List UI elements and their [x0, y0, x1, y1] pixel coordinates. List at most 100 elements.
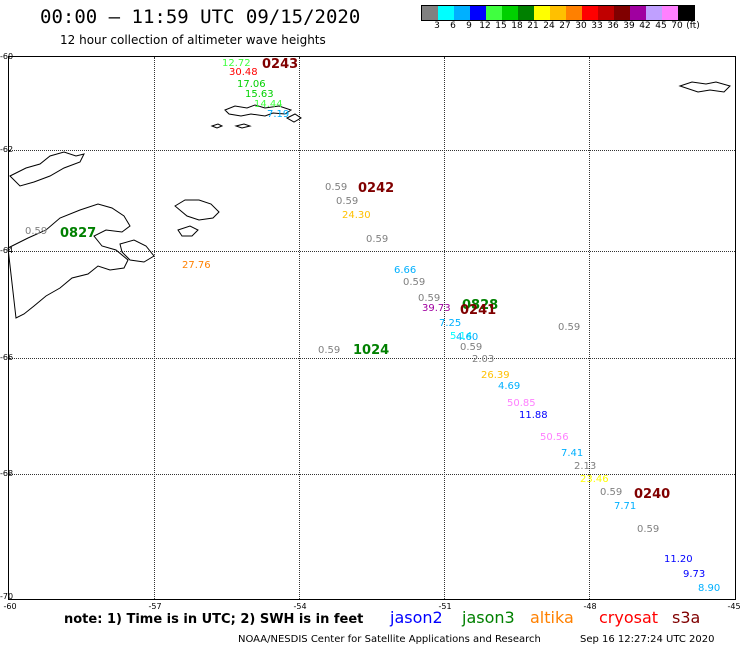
lat-label: -68: [0, 469, 14, 478]
colorbar-tick: 6: [450, 21, 456, 31]
colorbar-swatch: [630, 6, 646, 20]
gridline-lat-64: [9, 251, 735, 252]
colorbar-swatch: [470, 6, 486, 20]
pass-label: 0827: [60, 226, 97, 241]
colorbar-tick: 21: [527, 21, 539, 31]
south-shetland-islands: [210, 104, 302, 129]
wave-height-label: 0.59: [336, 196, 359, 207]
wave-height-label: 30.48: [229, 67, 258, 78]
colorbar-swatch: [582, 6, 598, 20]
wave-height-label: 2.13: [574, 461, 597, 472]
lat-label: -66: [0, 353, 14, 362]
elephant-island: [678, 81, 731, 93]
lon-label: -48: [583, 602, 597, 611]
credit-text: NOAA/NESDIS Center for Satellite Applica…: [238, 634, 541, 645]
pass-label: 0828: [462, 298, 499, 313]
wave-height-label: 0.59: [25, 226, 48, 237]
lon-label: -45: [727, 602, 740, 611]
wave-height-label: 8.90: [698, 583, 721, 594]
legend-entry-s3a: s3a: [672, 608, 701, 627]
colorbar-swatch: [486, 6, 502, 20]
wave-height-label: 0.59: [558, 322, 581, 333]
map-subtitle: 12 hour collection of altimeter wave hei…: [60, 33, 326, 47]
colorbar-tick: 12: [479, 21, 491, 31]
wave-height-label: 39.73: [422, 303, 451, 314]
gridline-lon-51: [444, 57, 445, 599]
peninsula-north: [9, 151, 85, 187]
wave-height-label: 9.73: [683, 569, 706, 580]
joinville-islands: [119, 199, 220, 263]
wave-height-label: 0.59: [637, 524, 660, 535]
colorbar-tick: (ft): [686, 21, 700, 31]
wave-height-label: 50.56: [540, 432, 569, 443]
lat-label: -70: [0, 592, 14, 601]
colorbar-tick: 42: [639, 21, 651, 31]
colorbar-tick: 30: [575, 21, 587, 31]
colorbar-swatch: [598, 6, 614, 20]
colorbar-swatch: [518, 6, 534, 20]
colorbar-swatch: [566, 6, 582, 20]
map-title: 00:00 – 11:59 UTC 09/15/2020: [40, 6, 361, 28]
colorbar: [421, 5, 695, 21]
wave-height-label: 23.46: [580, 474, 609, 485]
colorbar-tick: 70: [671, 21, 683, 31]
wave-height-label: 0.59: [418, 293, 441, 304]
colorbar-tick: 9: [466, 21, 472, 31]
legend-entry-altika: altika: [530, 608, 574, 627]
lat-label: -60: [0, 52, 14, 61]
wave-height-label: 24.30: [342, 210, 371, 221]
colorbar-swatch: [502, 6, 518, 20]
gridline-lon-57: [154, 57, 155, 599]
wave-height-label: 7.41: [561, 448, 584, 459]
timestamp: Sep 16 12:27:24 UTC 2020: [580, 634, 715, 645]
colorbar-tick: 3: [434, 21, 440, 31]
legend-entry-jason2: jason2: [390, 608, 443, 627]
colorbar-swatch: [422, 6, 438, 20]
gridline-lon-48: [589, 57, 590, 599]
wave-height-label: 15.63: [245, 89, 274, 100]
wave-height-label: 4.60: [456, 332, 479, 343]
wave-height-label: 4.69: [498, 381, 521, 392]
wave-height-label: 11.20: [664, 554, 693, 565]
wave-height-label: 7.25: [439, 318, 462, 329]
colorbar-tick: 18: [511, 21, 523, 31]
lon-label: -54: [293, 602, 307, 611]
lat-label: -62: [0, 145, 14, 154]
gridline-lat-66: [9, 358, 735, 359]
wave-height-label: 7.71: [614, 501, 637, 512]
colorbar-tick: 45: [655, 21, 667, 31]
wave-height-label: 6.66: [394, 265, 417, 276]
wave-height-label: 0.59: [366, 234, 389, 245]
wave-height-label: 0.59: [403, 277, 426, 288]
colorbar-tick: 36: [607, 21, 619, 31]
wave-height-label: 17.06: [237, 79, 266, 90]
wave-height-label: 0.59: [460, 342, 483, 353]
wave-height-label: 14.44: [254, 99, 283, 110]
colorbar-swatch: [454, 6, 470, 20]
wave-height-label: 0.59: [318, 345, 341, 356]
colorbar-swatch: [678, 6, 694, 20]
pass-label: 0242: [358, 181, 395, 196]
wave-height-label: 2.03: [472, 354, 495, 365]
wave-height-label: 0.59: [600, 487, 623, 498]
pass-label: 0243: [262, 57, 299, 72]
colorbar-tick: 15: [495, 21, 507, 31]
wave-height-label: 0.59: [325, 182, 348, 193]
peninsula-mainland: [7, 203, 131, 319]
pass-label: 0240: [634, 487, 671, 502]
wave-height-label: 5.14: [450, 331, 473, 342]
map-frame: [8, 56, 736, 600]
colorbar-swatch: [614, 6, 630, 20]
colorbar-tick: 39: [623, 21, 635, 31]
wave-height-label: 12.72: [222, 58, 251, 69]
wave-height-label: 11.88: [519, 410, 548, 421]
wave-height-label: 26.39: [481, 370, 510, 381]
gridline-lat-62: [9, 150, 735, 151]
wave-height-label: 27.76: [182, 260, 211, 271]
wave-height-label: 7.19: [267, 109, 290, 120]
colorbar-tick: 27: [559, 21, 571, 31]
colorbar-swatch: [438, 6, 454, 20]
lon-label: -57: [148, 602, 162, 611]
colorbar-swatch: [646, 6, 662, 20]
